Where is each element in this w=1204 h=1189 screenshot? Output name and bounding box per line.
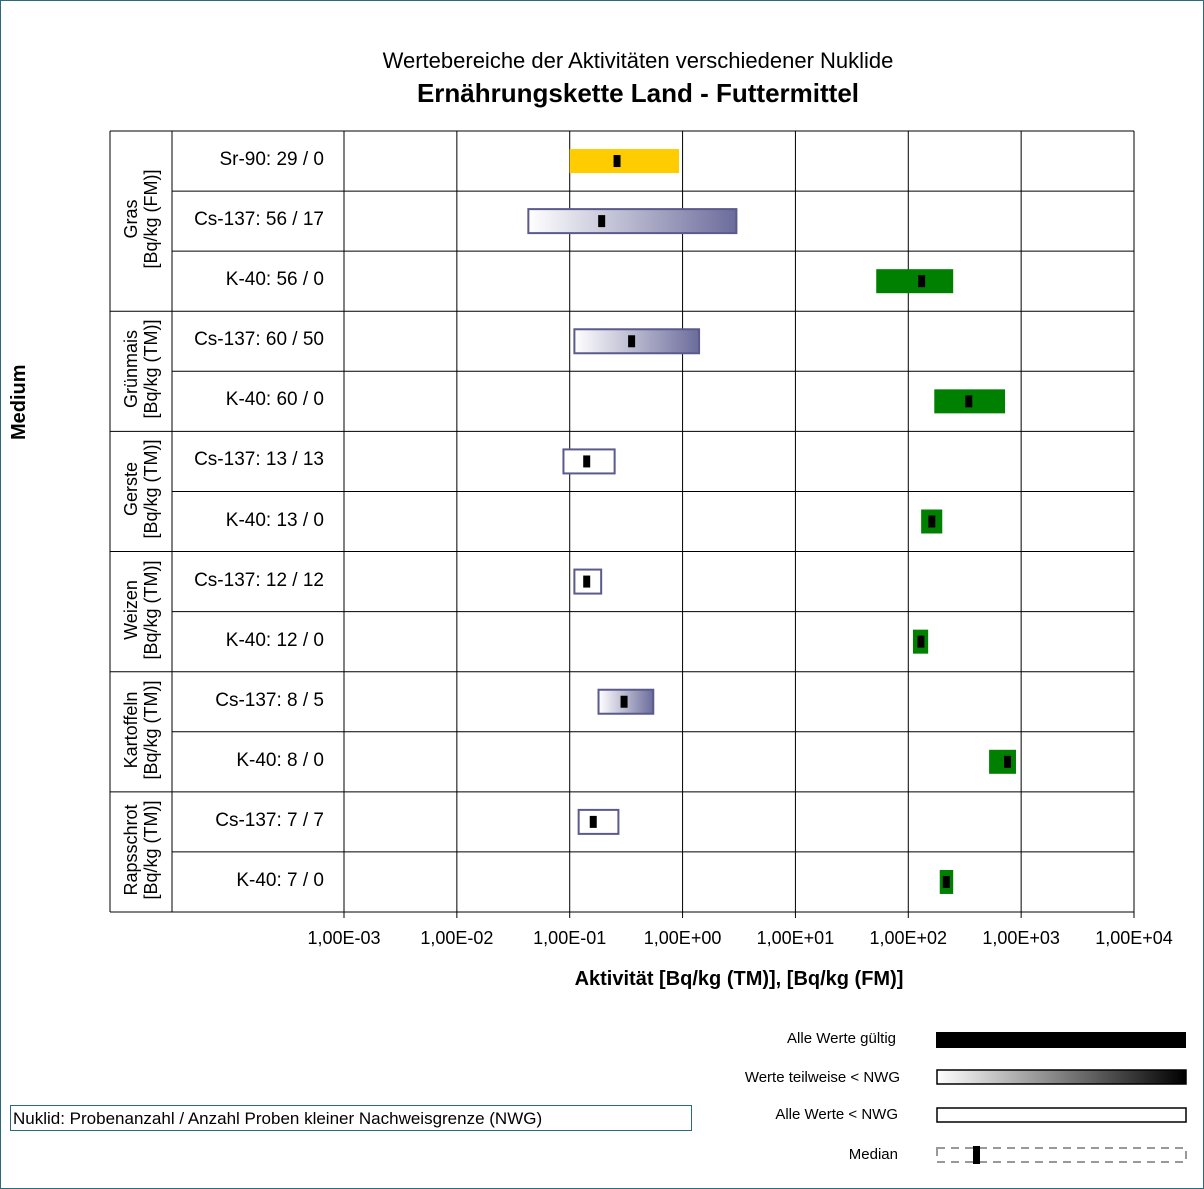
range-bar (527, 208, 738, 235)
group-label: Grünmais [Bq/kg (TM)] (121, 309, 161, 429)
group-label-line: [Bq/kg (FM)] (140, 169, 161, 269)
x-tick-label: 1,00E-02 (420, 928, 494, 948)
median-marker (589, 815, 597, 828)
legend-label-partial: Werte teilweise < NWG (744, 1069, 900, 1086)
x-tick-label: 1,00E+00 (643, 928, 722, 948)
x-tick-label: 1,00E-01 (533, 928, 607, 948)
x-tick-label: 1,00E+02 (869, 928, 948, 948)
median-marker (917, 635, 925, 648)
row-label: Cs-137: 7 / 7 (215, 809, 324, 831)
median-marker (965, 395, 973, 408)
x-axis-title: Aktivität [Bq/kg (TM)], [Bq/kg (FM)] (574, 968, 904, 990)
legend-median-marker (973, 1146, 980, 1164)
legend-swatch-all-valid (936, 1032, 1186, 1048)
group-label: Kartoffeln [Bq/kg (TM)] (121, 670, 161, 790)
group-label-line: [Bq/kg (TM)] (140, 800, 161, 900)
group-label-line: Grünmais (120, 330, 141, 409)
x-tick-label: 1,00E-03 (307, 928, 381, 948)
median-marker (942, 875, 950, 888)
group-label-line: Rapsschrot (120, 804, 141, 896)
legend-label-all-valid: Alle Werte gültig (787, 1030, 896, 1047)
chart-title: Wertebereiche der Aktivitäten verschiede… (382, 48, 894, 73)
row-label: K-40: 56 / 0 (225, 269, 324, 291)
median-marker (583, 575, 591, 588)
row-label: K-40: 60 / 0 (225, 389, 324, 411)
group-label-line: [Bq/kg (TM)] (140, 560, 161, 660)
row-label: Cs-137: 13 / 13 (194, 449, 324, 471)
row-label: Sr-90: 29 / 0 (219, 149, 324, 171)
median-marker (918, 275, 926, 288)
median-marker (620, 695, 628, 708)
legend-label-all-below: Alle Werte < NWG (775, 1106, 898, 1123)
median-marker (1004, 755, 1012, 768)
row-label: Cs-137: 56 / 17 (194, 209, 324, 231)
legend-note: Nuklid: Probenanzahl / Anzahl Proben kle… (10, 1105, 692, 1131)
legend-swatch-all-below (936, 1107, 1187, 1123)
row-label: Cs-137: 12 / 12 (194, 569, 324, 591)
range-bar (577, 808, 620, 835)
group-label-line: [Bq/kg (TM)] (140, 439, 161, 539)
legend-swatch-partial (936, 1069, 1187, 1085)
group-label-line: Gerste (120, 462, 141, 517)
group-label-line: Kartoffeln (120, 691, 141, 769)
group-label: Rapsschrot [Bq/kg (TM)] (121, 790, 161, 910)
median-marker (928, 515, 936, 528)
chart-subtitle: Ernährungskette Land - Futtermittel (416, 78, 860, 108)
legend-swatch-median-box (936, 1147, 1187, 1163)
x-tick-label: 1,00E+03 (982, 928, 1060, 948)
group-label: Weizen [Bq/kg (TM)] (121, 550, 161, 670)
median-marker (628, 335, 636, 348)
range-bar (989, 749, 1016, 774)
group-label-line: Gras (120, 199, 141, 239)
range-bar (569, 149, 680, 174)
group-label-line: [Bq/kg (TM)] (140, 680, 161, 780)
group-label-line: Weizen (120, 579, 141, 640)
group-label: Gras [Bq/kg (FM)] (121, 129, 161, 309)
median-marker (583, 455, 591, 468)
range-bar (876, 269, 954, 294)
row-label: Cs-137: 60 / 50 (194, 329, 324, 351)
row-label: K-40: 13 / 0 (225, 509, 324, 531)
median-marker (598, 215, 606, 228)
range-bar (573, 328, 701, 355)
row-label: Cs-137: 8 / 5 (215, 689, 324, 711)
row-label: K-40: 7 / 0 (236, 869, 324, 891)
x-tick-label: 1,00E+04 (1095, 928, 1173, 948)
legend-label-median: Median (848, 1146, 898, 1163)
row-label: K-40: 8 / 0 (236, 749, 324, 771)
x-tick-label: 1,00E+01 (756, 928, 835, 948)
group-label-line: [Bq/kg (TM)] (140, 319, 161, 419)
group-label: Gerste [Bq/kg (TM)] (121, 429, 161, 549)
median-marker (613, 155, 621, 168)
row-label: K-40: 12 / 0 (225, 629, 324, 651)
